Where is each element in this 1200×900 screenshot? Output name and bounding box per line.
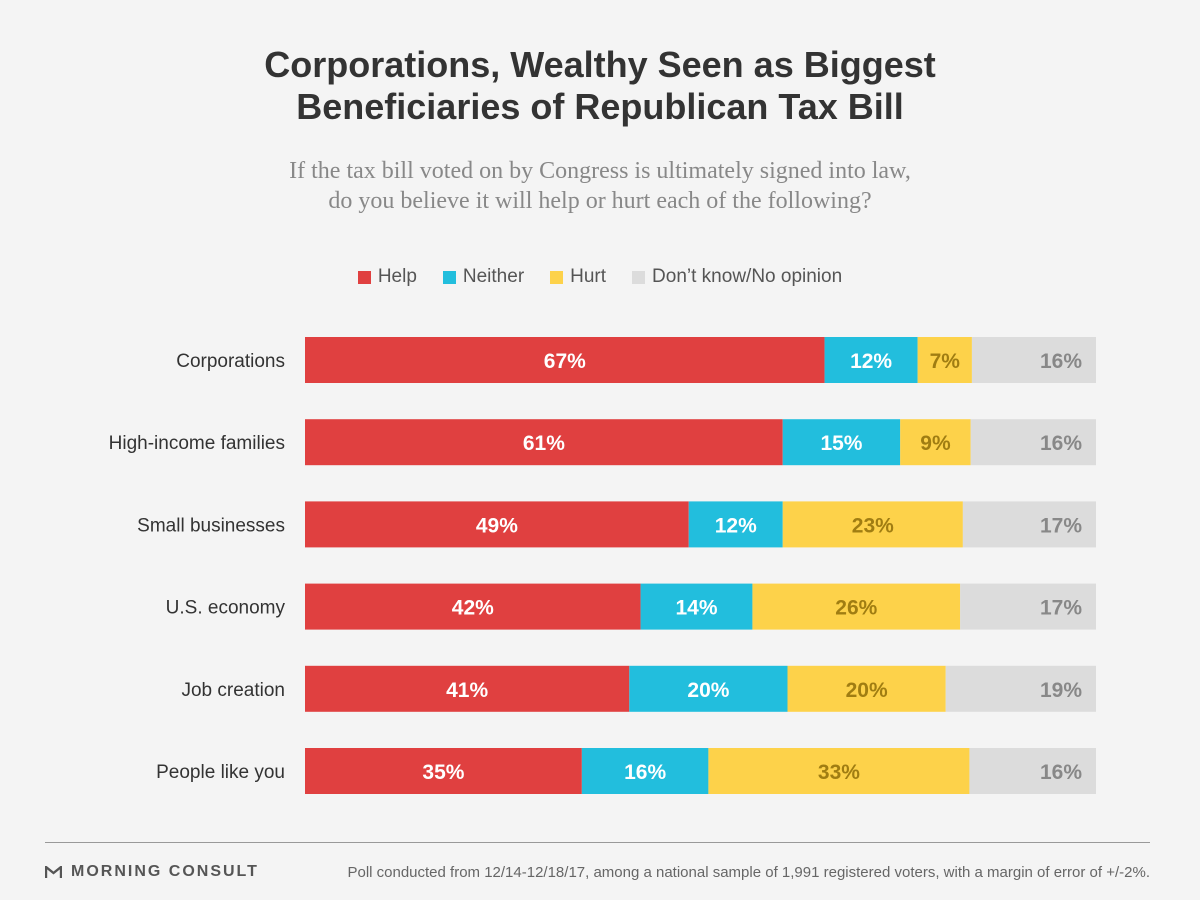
data-label: 9% — [920, 432, 951, 455]
data-label: 41% — [446, 679, 488, 702]
bar-segment — [970, 419, 1096, 466]
legend-swatch — [357, 270, 371, 284]
legend-swatch — [442, 270, 456, 284]
bar-segment — [787, 665, 946, 712]
bar-segment — [305, 501, 689, 548]
data-label: 14% — [675, 597, 717, 620]
chart-subtitle: If the tax bill voted on by Congress is … — [0, 156, 1200, 216]
bar-segment — [824, 337, 918, 383]
bar-segment — [640, 583, 753, 630]
category-label: Corporations — [176, 351, 285, 372]
data-label: 16% — [624, 761, 666, 784]
data-label: 20% — [846, 679, 888, 702]
bar-segment — [752, 583, 961, 630]
data-label: 35% — [422, 761, 464, 784]
bar-segment — [305, 419, 783, 466]
category-label: People like you — [156, 762, 285, 783]
methodology-note: Poll conducted from 12/14-12/18/17, amon… — [347, 864, 1150, 881]
bar-segment — [688, 501, 783, 548]
data-label: 15% — [820, 432, 862, 455]
data-label: 33% — [818, 761, 860, 784]
bar-segment — [305, 337, 825, 383]
data-label: 23% — [852, 514, 894, 537]
legend-swatch — [550, 270, 564, 284]
legend-label: Don’t know/No opinion — [652, 266, 843, 287]
chart-subtitle-line-1: If the tax bill voted on by Congress is … — [289, 158, 911, 184]
data-label: 19% — [1040, 679, 1082, 702]
bar-segment — [305, 583, 641, 630]
bar-segment — [945, 665, 1096, 712]
legend-label: Neither — [462, 266, 525, 287]
brand-name: MORNING CONSULT — [71, 863, 259, 880]
legend-item-1: Neither — [442, 266, 525, 288]
bar-segment — [782, 419, 901, 466]
bar-segment — [900, 419, 971, 466]
bar-segment — [581, 748, 709, 794]
legend-item-3: Don’t know/No opinion — [632, 266, 842, 288]
bar-segment — [305, 665, 630, 712]
data-label: 42% — [452, 597, 494, 620]
bar-segment — [629, 665, 788, 712]
data-label: 67% — [544, 350, 586, 373]
footer-divider — [45, 842, 1150, 843]
data-label: 49% — [476, 514, 518, 537]
data-label: 16% — [1040, 761, 1082, 784]
category-label: Job creation — [181, 680, 285, 701]
data-label: 12% — [850, 350, 892, 373]
bar-segment — [708, 748, 970, 794]
bar-segment — [917, 337, 972, 383]
data-label: 20% — [687, 679, 729, 702]
bar-segment — [782, 501, 963, 548]
legend-label: Hurt — [570, 266, 607, 287]
data-label: 16% — [1040, 350, 1082, 373]
chart-subtitle-line-2: do you believe it will help or hurt each… — [328, 188, 872, 214]
category-label: U.S. economy — [166, 598, 286, 619]
bar-segment — [960, 583, 1096, 630]
chart-title: Corporations, Wealthy Seen as Biggest Be… — [0, 44, 1200, 128]
data-label: 12% — [715, 514, 757, 537]
chart-title-line-2: Beneficiaries of Republican Tax Bill — [296, 86, 904, 127]
bar-segment — [971, 337, 1096, 383]
chart-title-line-1: Corporations, Wealthy Seen as Biggest — [264, 44, 936, 85]
data-label: 7% — [930, 350, 961, 373]
data-label: 26% — [835, 597, 877, 620]
data-label: 16% — [1040, 432, 1082, 455]
legend-item-0: Help — [357, 266, 417, 288]
morning-consult-logo-icon — [45, 865, 62, 878]
legend-swatch — [632, 270, 646, 284]
data-label: 17% — [1040, 514, 1082, 537]
chart-legend: Help Neither Hurt Don’t know/No opinion — [0, 266, 1200, 288]
bar-segment — [969, 748, 1096, 794]
bar-segment — [305, 748, 582, 794]
category-label: Small businesses — [137, 515, 285, 536]
legend-label: Help — [377, 266, 417, 287]
category-label: High-income families — [109, 433, 285, 454]
data-label: 17% — [1040, 597, 1082, 620]
brand-logo: MORNING CONSULT — [45, 863, 259, 881]
legend-item-2: Hurt — [550, 266, 606, 288]
data-label: 61% — [523, 432, 565, 455]
bar-segment — [962, 501, 1096, 548]
